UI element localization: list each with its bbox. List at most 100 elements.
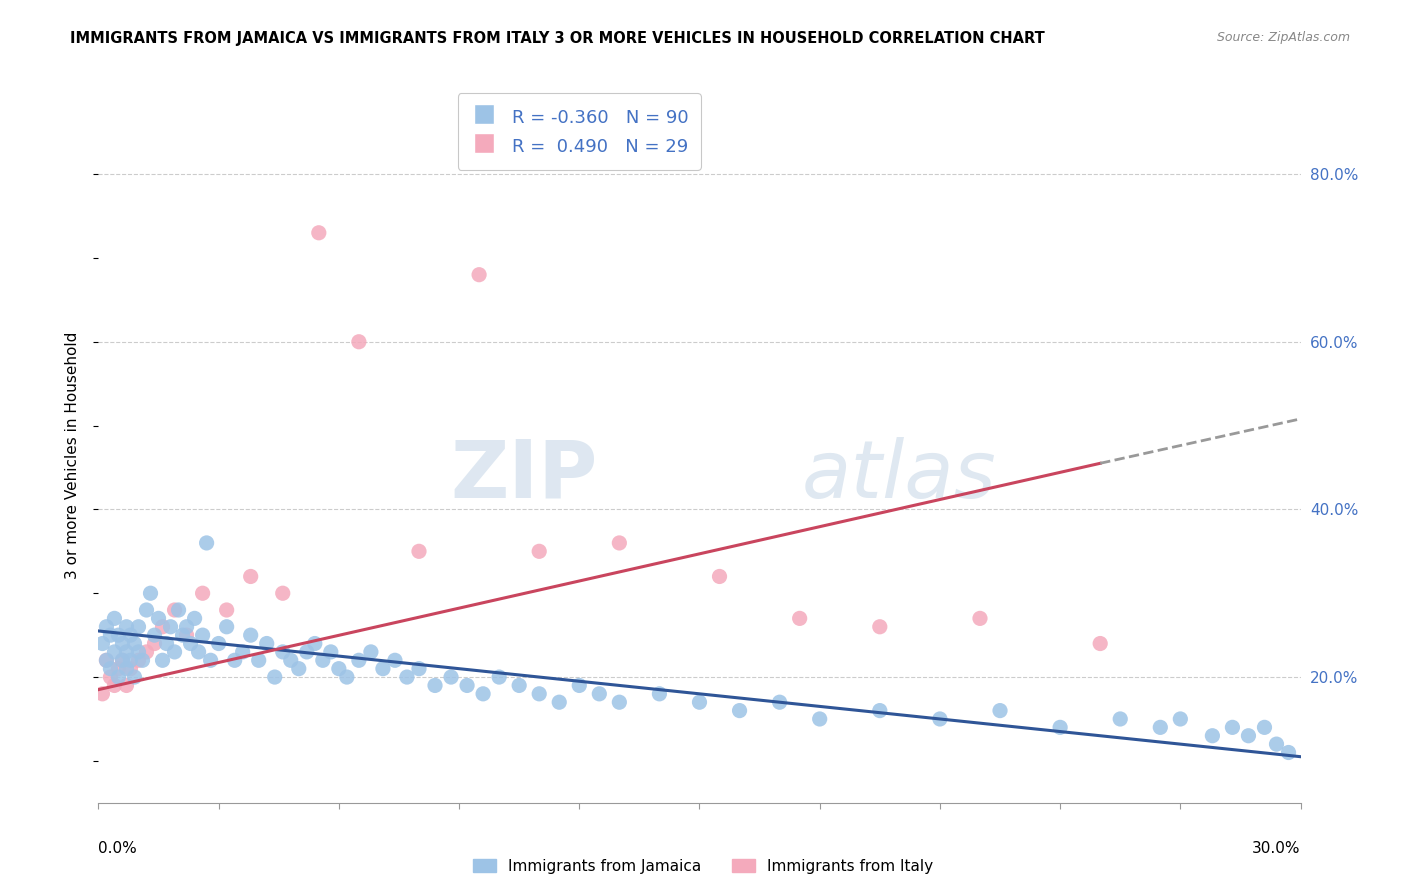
Point — [1237, 729, 1260, 743]
Point — [167, 603, 190, 617]
Point — [1088, 636, 1111, 650]
Point — [100, 662, 122, 676]
Point — [689, 695, 711, 709]
Point — [115, 620, 138, 634]
Point — [100, 628, 122, 642]
Point — [472, 687, 495, 701]
Point — [107, 628, 129, 642]
Point — [239, 569, 262, 583]
Point — [139, 586, 162, 600]
Point — [308, 226, 330, 240]
Point — [728, 704, 751, 718]
Point — [769, 695, 792, 709]
Point — [120, 628, 142, 642]
Point — [929, 712, 952, 726]
Point — [808, 712, 831, 726]
Text: 0.0%: 0.0% — [98, 841, 138, 856]
Point — [152, 620, 174, 634]
Text: ZIP: ZIP — [450, 437, 598, 515]
Point — [100, 670, 122, 684]
Point — [609, 695, 631, 709]
Legend: R = -0.360   N = 90, R =  0.490   N = 29: R = -0.360 N = 90, R = 0.490 N = 29 — [457, 93, 702, 169]
Point — [271, 645, 294, 659]
Point — [280, 653, 302, 667]
Point — [319, 645, 342, 659]
Point — [172, 628, 194, 642]
Point — [1253, 720, 1275, 734]
Point — [508, 678, 530, 692]
Point — [408, 662, 430, 676]
Point — [1170, 712, 1192, 726]
Point — [869, 704, 891, 718]
Point — [163, 603, 186, 617]
Point — [395, 670, 418, 684]
Point — [648, 687, 671, 701]
Point — [215, 620, 238, 634]
Point — [107, 662, 129, 676]
Point — [224, 653, 246, 667]
Point — [128, 653, 150, 667]
Point — [232, 645, 254, 659]
Point — [456, 678, 478, 692]
Point — [1149, 720, 1171, 734]
Point — [529, 687, 551, 701]
Point — [969, 611, 991, 625]
Point — [568, 678, 591, 692]
Point — [191, 586, 214, 600]
Point — [1201, 729, 1223, 743]
Point — [155, 636, 177, 650]
Point — [91, 687, 114, 701]
Point — [96, 653, 118, 667]
Point — [360, 645, 382, 659]
Point — [111, 653, 134, 667]
Point — [183, 611, 205, 625]
Point — [103, 678, 125, 692]
Point — [208, 636, 231, 650]
Text: 30.0%: 30.0% — [1253, 841, 1301, 856]
Point — [159, 620, 181, 634]
Point — [288, 662, 311, 676]
Point — [152, 653, 174, 667]
Point — [384, 653, 406, 667]
Point — [1109, 712, 1132, 726]
Point — [176, 620, 198, 634]
Point — [408, 544, 430, 558]
Point — [191, 628, 214, 642]
Point — [128, 620, 150, 634]
Point — [1222, 720, 1244, 734]
Point — [103, 645, 125, 659]
Point — [111, 653, 134, 667]
Point — [96, 620, 118, 634]
Point — [709, 569, 731, 583]
Point — [176, 628, 198, 642]
Point — [440, 670, 463, 684]
Point — [115, 662, 138, 676]
Point — [423, 678, 446, 692]
Point — [107, 670, 129, 684]
Point — [468, 268, 491, 282]
Point — [789, 611, 811, 625]
Point — [135, 645, 157, 659]
Point — [239, 628, 262, 642]
Point — [120, 653, 142, 667]
Point — [111, 636, 134, 650]
Point — [588, 687, 610, 701]
Point — [115, 645, 138, 659]
Point — [131, 653, 153, 667]
Point — [124, 670, 146, 684]
Point — [371, 662, 394, 676]
Point — [988, 704, 1011, 718]
Point — [529, 544, 551, 558]
Point — [609, 536, 631, 550]
Point — [143, 636, 166, 650]
Point — [148, 611, 170, 625]
Point — [1265, 737, 1288, 751]
Point — [187, 645, 209, 659]
Point — [263, 670, 285, 684]
Point — [163, 645, 186, 659]
Point — [869, 620, 891, 634]
Point — [312, 653, 335, 667]
Point — [304, 636, 326, 650]
Point — [91, 636, 114, 650]
Point — [1049, 720, 1071, 734]
